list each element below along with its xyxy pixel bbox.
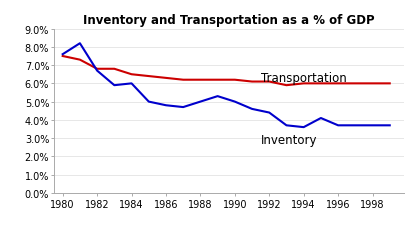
- Text: Inventory: Inventory: [261, 134, 317, 147]
- Title: Inventory and Transportation as a % of GDP: Inventory and Transportation as a % of G…: [83, 14, 375, 27]
- Text: Transportation: Transportation: [261, 72, 347, 85]
